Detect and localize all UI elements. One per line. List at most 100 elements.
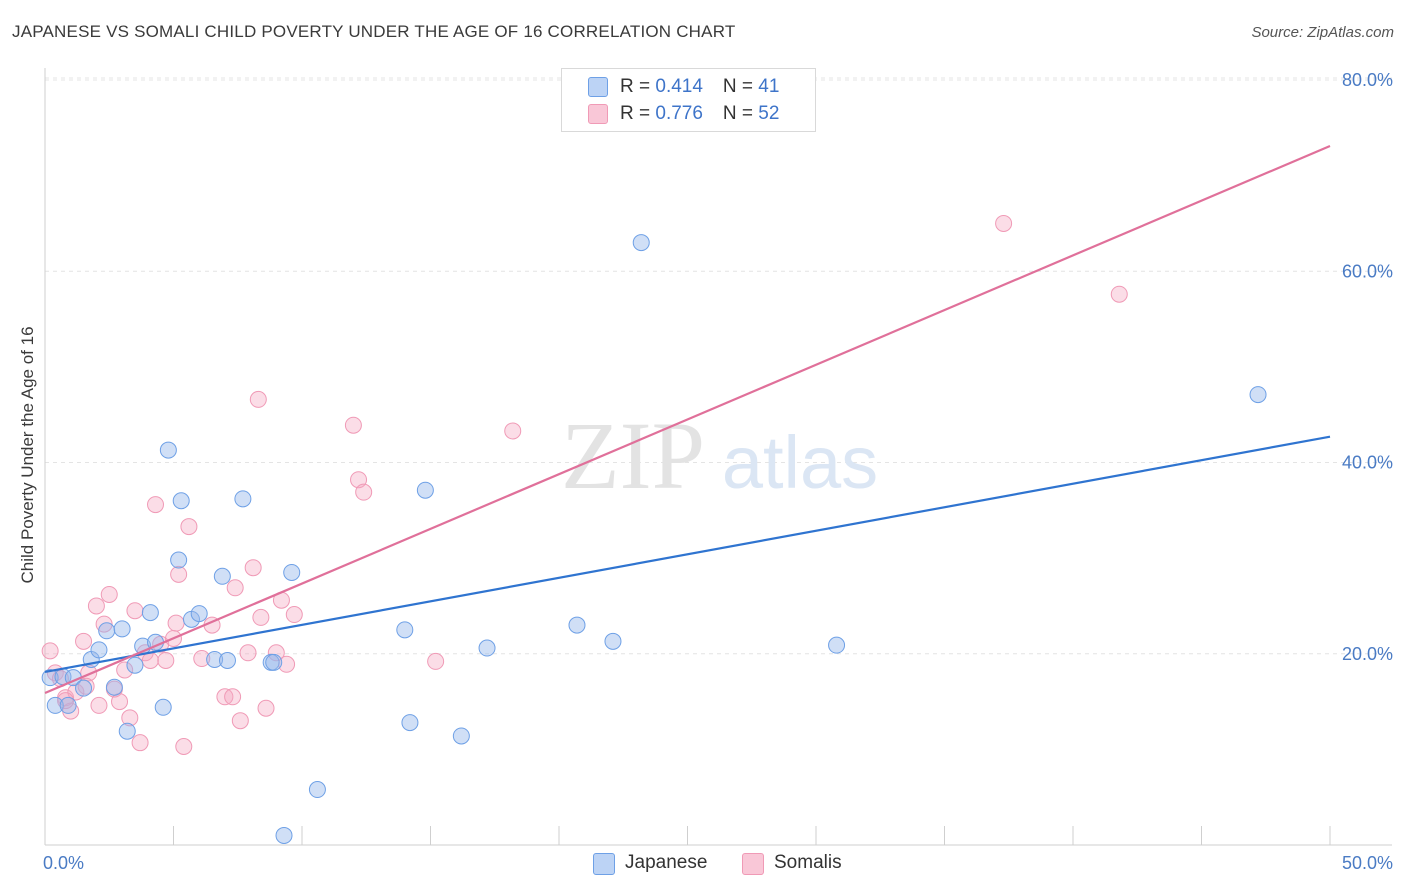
somalis-point [170,565,188,583]
somalis-points [41,214,1128,756]
japanese-point [126,656,144,674]
somalis-point [1110,285,1128,303]
somalis-point [427,652,445,670]
japanese-point [213,567,231,585]
y-tick-label: 80.0% [1342,70,1393,90]
somalis-point [285,606,303,624]
japanese-point [632,234,650,252]
y-tick-label: 20.0% [1342,644,1393,664]
japanese-point [98,622,116,640]
somalis-point [180,518,198,536]
somalis-point [995,214,1013,232]
japanese-point [396,621,414,639]
japanese-trend-line [44,435,1331,674]
somalis-point [100,585,118,603]
legend-text-somalis: R = 0.776 N = 52 [620,103,780,124]
chart-title: JAPANESE VS SOMALI CHILD POVERTY UNDER T… [12,22,736,41]
somalis-point [90,696,108,714]
somalis-point [131,734,149,752]
somalis-point [249,390,267,408]
japanese-point [75,679,93,697]
somalis-point [167,614,185,632]
japanese-point [59,696,77,714]
japanese-point [568,616,586,634]
japanese-point [478,639,496,657]
somalis-point [175,738,193,756]
somalis-point [111,693,129,711]
japanese-point [46,696,64,714]
watermark: ZIP atlas [561,402,878,509]
x-tick-label: 50.0% [1342,853,1393,873]
japanese-point [118,722,136,740]
y-tick-labels: 20.0% 40.0% 60.0% 80.0% [1342,70,1393,664]
somalis-point [57,692,75,710]
bottom-legend-label-japanese: Japanese [625,852,708,873]
japanese-point [218,651,236,669]
somalis-point [95,615,113,633]
japanese-point [172,492,190,510]
japanese-point [159,441,177,459]
bottom-legend-swatch-somalis [742,853,764,875]
watermark-atlas: atlas [722,421,878,504]
x-tick-label: 0.0% [43,853,84,873]
japanese-point [275,826,293,844]
somalis-point [126,602,144,620]
somalis-point [147,496,165,514]
somalis-point [77,677,95,695]
japanese-point [170,551,188,569]
somalis-point [355,483,373,501]
somalis-point [257,699,275,717]
japanese-point [283,563,301,581]
trend-lines [44,144,1331,694]
japanese-point [113,620,131,638]
somalis-point [41,642,59,660]
somalis-point [75,632,93,650]
somalis-point [239,644,257,662]
japanese-point [154,698,172,716]
somalis-point [87,597,105,615]
source-label: Source: ZipAtlas.com [1251,24,1394,41]
japanese-point [141,604,159,622]
japanese-point [90,641,108,659]
watermark-zip: ZIP [561,402,705,509]
somalis-point [231,712,249,730]
japanese-point [416,481,434,499]
y-tick-label: 60.0% [1342,261,1393,281]
x-tick-labels: 0.0% 50.0% [43,853,1393,873]
bottom-legend-label-somalis: Somalis [774,852,842,873]
legend: R = 0.414 N = 41 R = 0.776 N = 52 [561,68,816,132]
bottom-legend-swatch-japanese [593,853,615,875]
somalis-point [116,661,134,679]
somalis-point [267,644,285,662]
japanese-point [234,490,252,508]
japanese-points [41,234,1267,844]
japanese-point [105,678,123,696]
japanese-point [206,650,224,668]
somalis-point [504,422,522,440]
axes [44,68,1392,846]
japanese-point [190,605,208,623]
somalis-point [141,651,159,669]
y-tick-label: 40.0% [1342,453,1393,473]
somalis-point [224,688,242,706]
legend-text-japanese: R = 0.414 N = 41 [620,76,780,97]
somalis-point [350,471,368,489]
somalis-point [244,559,262,577]
somalis-point [226,579,244,597]
japanese-point [828,636,846,654]
somalis-trend-line [44,144,1331,694]
somalis-point [157,651,175,669]
somalis-point [252,608,270,626]
japanese-point [308,781,326,799]
japanese-point [265,653,283,671]
legend-swatch-somalis [588,104,608,124]
japanese-point [41,669,59,687]
legend-swatch-japanese [588,77,608,97]
somalis-point [121,709,139,727]
somalis-point [193,650,211,668]
japanese-point [604,632,622,650]
japanese-point [1249,386,1267,404]
somalis-point [344,416,362,434]
japanese-point [401,714,419,732]
